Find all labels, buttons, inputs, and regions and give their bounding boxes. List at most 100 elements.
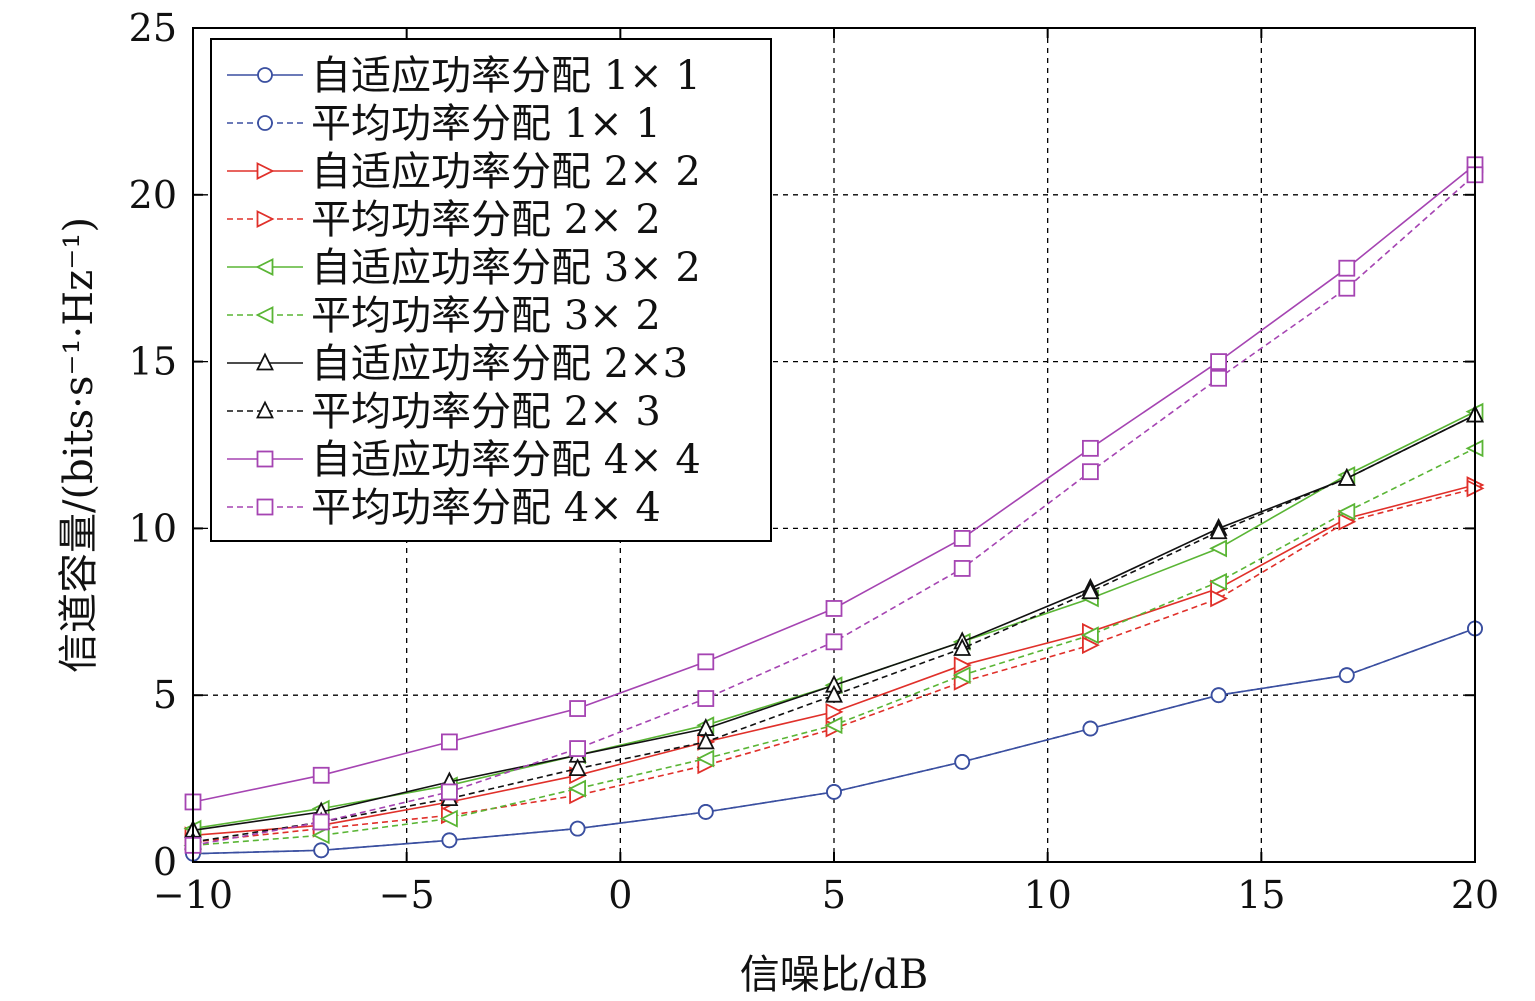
data-point bbox=[568, 779, 586, 798]
legend-label: 自适应功率分配 2× 2 bbox=[311, 149, 701, 195]
legend-marker bbox=[255, 258, 274, 276]
data-point bbox=[1209, 539, 1227, 558]
x-tick-label: 20 bbox=[1451, 873, 1499, 917]
data-point bbox=[1210, 589, 1229, 608]
legend-marker bbox=[255, 306, 274, 324]
data-point bbox=[1082, 720, 1099, 737]
y-axis-label: 信道容量/(bits·s⁻¹·Hz⁻¹) bbox=[56, 217, 102, 673]
legend-marker bbox=[256, 400, 274, 419]
x-tick-label: 15 bbox=[1237, 873, 1285, 917]
legend-item: 自适应功率分配 2×3 bbox=[227, 341, 688, 387]
data-point bbox=[568, 758, 587, 776]
legend-item: 自适应功率分配 4× 4 bbox=[227, 437, 701, 483]
data-point bbox=[1338, 259, 1356, 277]
legend-marker bbox=[256, 450, 274, 468]
legend-marker bbox=[256, 210, 275, 228]
data-point bbox=[1082, 636, 1100, 655]
data-point bbox=[697, 690, 715, 707]
data-point bbox=[441, 832, 458, 849]
legend-label: 平均功率分配 2× 3 bbox=[311, 389, 661, 435]
legend-label: 平均功率分配 1× 1 bbox=[311, 101, 661, 147]
data-point bbox=[1209, 521, 1228, 540]
legend-label: 平均功率分配 4× 4 bbox=[311, 485, 661, 531]
legend-item: 自适应功率分配 2× 2 bbox=[227, 149, 701, 195]
data-point bbox=[312, 766, 330, 784]
data-point bbox=[313, 842, 330, 859]
legend-label: 自适应功率分配 3× 2 bbox=[311, 245, 701, 291]
data-point bbox=[825, 600, 843, 617]
y-tick-label: 20 bbox=[129, 173, 177, 217]
data-point bbox=[569, 740, 586, 757]
data-point bbox=[569, 820, 586, 837]
legend-label: 自适应功率分配 1× 1 bbox=[311, 53, 701, 99]
data-point bbox=[953, 560, 971, 577]
data-point bbox=[311, 826, 330, 845]
data-point bbox=[953, 656, 972, 675]
data-point bbox=[1210, 369, 1227, 387]
legend-marker bbox=[257, 67, 273, 83]
x-tick-label: 0 bbox=[608, 873, 632, 917]
legend-item: 平均功率分配 2× 3 bbox=[227, 389, 661, 435]
data-point bbox=[697, 804, 714, 820]
data-point bbox=[1082, 463, 1099, 481]
data-point bbox=[312, 813, 330, 831]
legend-marker bbox=[257, 115, 273, 131]
data-point bbox=[1338, 512, 1357, 531]
x-tick-label: −10 bbox=[153, 873, 233, 917]
axis-ticks: −10 −5 0 5 10 15 20 0 5 10 15 20 25 bbox=[129, 6, 1500, 917]
legend-item: 平均功率分配 1× 1 bbox=[227, 101, 661, 147]
x-axis-label: 信噪比/dB bbox=[740, 952, 928, 998]
series-10 bbox=[184, 166, 1484, 854]
y-tick-label: 10 bbox=[129, 506, 177, 550]
y-tick-label: 0 bbox=[153, 840, 177, 884]
data-point bbox=[1081, 581, 1100, 600]
legend-item: 平均功率分配 4× 4 bbox=[227, 485, 661, 531]
x-tick-label: −5 bbox=[379, 873, 435, 917]
data-point bbox=[1337, 467, 1356, 486]
data-point bbox=[440, 783, 458, 801]
legend-label: 自适应功率分配 4× 4 bbox=[311, 437, 701, 483]
data-point bbox=[1338, 279, 1356, 297]
data-point bbox=[439, 809, 458, 828]
y-tick-label: 25 bbox=[129, 6, 177, 50]
data-point bbox=[826, 784, 842, 800]
data-point bbox=[1210, 687, 1227, 704]
data-point bbox=[697, 653, 715, 671]
data-point bbox=[825, 684, 843, 703]
data-point bbox=[1080, 626, 1099, 645]
data-point bbox=[696, 731, 715, 750]
data-point bbox=[1338, 667, 1355, 684]
data-point bbox=[952, 666, 971, 685]
data-point bbox=[953, 530, 971, 547]
data-point bbox=[1082, 439, 1099, 457]
series-line bbox=[192, 414, 1476, 843]
legend-label: 自适应功率分配 2×3 bbox=[311, 341, 688, 387]
legend-item: 自适应功率分配 1× 1 bbox=[227, 53, 701, 99]
data-point bbox=[1210, 353, 1227, 371]
y-tick-label: 15 bbox=[129, 340, 177, 384]
legend-marker bbox=[256, 162, 275, 180]
legend-item: 平均功率分配 2× 2 bbox=[227, 197, 661, 243]
data-point bbox=[954, 754, 971, 770]
data-point bbox=[569, 700, 586, 717]
x-tick-label: 10 bbox=[1023, 873, 1071, 917]
data-point bbox=[1209, 572, 1227, 591]
data-point bbox=[825, 633, 843, 651]
x-tick-label: 5 bbox=[822, 873, 846, 917]
data-point bbox=[1337, 502, 1356, 521]
legend-box bbox=[210, 38, 772, 542]
series-2 bbox=[185, 620, 1483, 862]
legend-item: 自适应功率分配 3× 2 bbox=[227, 245, 701, 291]
legend-marker bbox=[256, 498, 274, 516]
legend-label: 平均功率分配 3× 2 bbox=[311, 293, 661, 339]
data-point bbox=[696, 749, 715, 768]
data-point bbox=[824, 716, 843, 735]
data-point bbox=[440, 733, 458, 751]
data-point bbox=[825, 702, 844, 721]
legend-label: 平均功率分配 2× 2 bbox=[311, 197, 661, 243]
legend-item: 平均功率分配 3× 2 bbox=[227, 293, 661, 339]
legend-marker bbox=[256, 352, 274, 371]
data-point bbox=[953, 637, 972, 656]
